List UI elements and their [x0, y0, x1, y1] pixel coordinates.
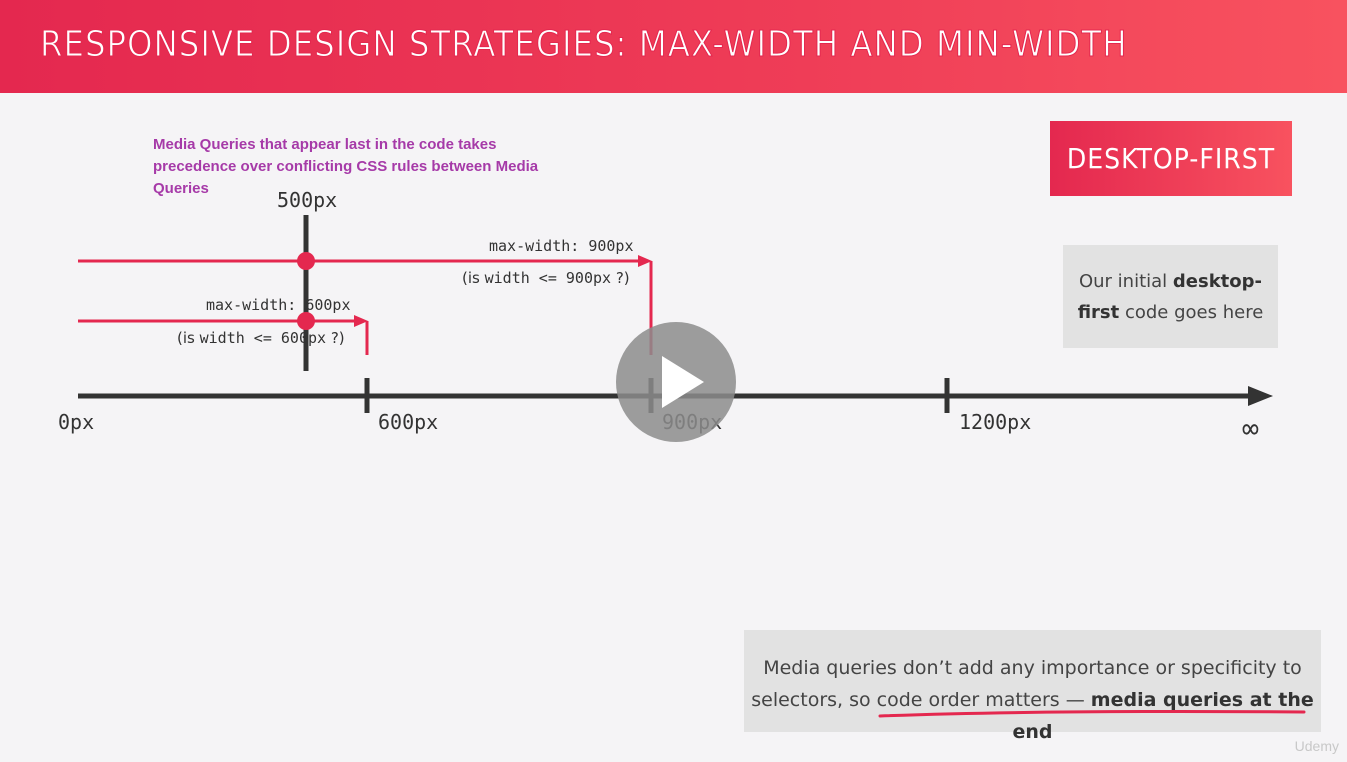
takeaway-line1: Media queries don’t add any importance o…	[763, 657, 1302, 679]
question-900-pre: (is	[462, 269, 480, 287]
udemy-watermark: Udemy	[1294, 738, 1339, 754]
intersection-dot-900	[297, 252, 315, 270]
takeaway-line2-bold: media queries at the end	[1012, 689, 1314, 743]
info-text-bold: desktop-first	[1077, 270, 1263, 323]
question-600-mid: width <= 600px	[199, 329, 327, 347]
takeaway-line2-pre: selectors, so code order matters —	[751, 689, 1091, 711]
info-text-post: code goes here	[1119, 301, 1264, 323]
intersection-dot-600	[297, 312, 315, 330]
axis-label-1200: 1200px	[959, 410, 1032, 434]
annotation-note: Media Queries that appear last in the co…	[153, 136, 539, 197]
question-900: (is width <= 900px ?)	[462, 269, 630, 287]
breakpoint-500-label: 500px	[277, 188, 338, 212]
info-text: Our initial desktop-first code goes here	[1076, 266, 1266, 328]
question-900-mid: width <= 900px	[484, 269, 612, 287]
query-600-label: max-width: 600px	[206, 296, 351, 314]
info-text-pre: Our initial	[1078, 270, 1173, 292]
query-900-label: max-width: 900px	[489, 237, 634, 255]
slide-header: Responsive Design Strategies: Max-Width …	[0, 0, 1347, 93]
range-600-arrow	[354, 315, 368, 327]
play-button[interactable]	[616, 322, 736, 442]
takeaway-text: Media queries don’t add any importance o…	[744, 652, 1321, 748]
range-900-arrow	[638, 255, 652, 267]
slide-title: Responsive Design Strategies: Max-Width …	[40, 24, 1128, 66]
axis-label-600: 600px	[378, 410, 439, 434]
takeaway-box: Media queries don’t add any importance o…	[744, 630, 1321, 743]
question-600: (is width <= 600px ?)	[177, 329, 345, 347]
question-600-pre: (is	[177, 329, 195, 347]
question-600-post: ?)	[330, 329, 345, 347]
badge-label: Desktop-First	[1066, 142, 1276, 175]
axis-label-0: 0px	[58, 410, 95, 434]
axis-label-infinity: ∞	[1242, 412, 1259, 445]
question-900-post: ?)	[615, 269, 630, 287]
width-axis-arrow	[1248, 386, 1273, 406]
underline-mark	[878, 710, 1306, 718]
info-box: Our initial desktop-first code goes here	[1063, 245, 1278, 348]
desktop-first-badge: Desktop-First	[1050, 121, 1292, 196]
